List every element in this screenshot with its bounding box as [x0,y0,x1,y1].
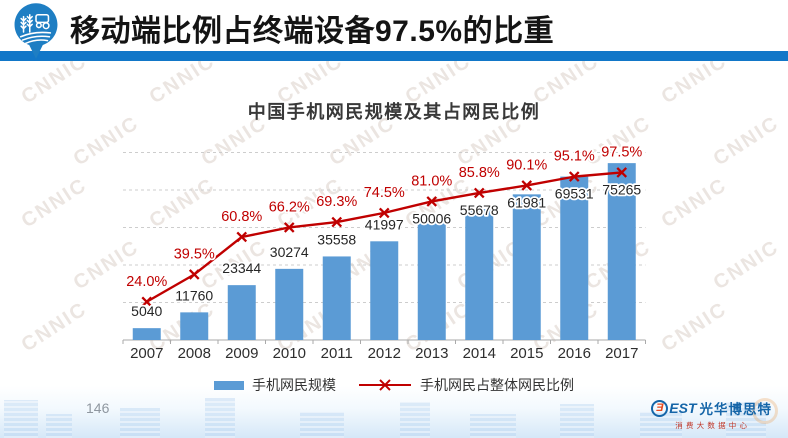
x-axis-label: 2017 [605,345,638,362]
bar-value-label: 35558 [317,231,356,247]
bar-value-label: 55678 [460,202,499,218]
bar-2012 [370,241,399,340]
building-shape [400,402,430,438]
line-x-marker-icon [331,216,343,228]
bar-2013 [417,222,446,340]
line-x-marker-icon [426,196,438,207]
building-shape [560,404,594,438]
building-shape [46,414,72,438]
percent-label: 95.1% [554,149,595,165]
line-x-marker-icon [568,171,580,182]
bar-value-label: 69531 [555,186,594,202]
bar-series-label: 手机网民规模 [252,377,336,393]
building-shape [300,412,344,438]
percent-label: 81.0% [411,173,452,189]
percent-label: 60.8% [221,209,262,225]
percent-label: 69.3% [316,194,357,210]
bar-2007 [132,328,161,340]
x-axis-label: 2015 [510,345,543,362]
agriculture-pin-logo-icon [14,3,58,59]
line-x-marker-icon [141,296,153,308]
bar-2017 [607,163,636,340]
bar-series-swatch-icon [214,380,244,390]
bar-2016 [560,176,589,340]
percent-label: 66.2% [269,199,310,215]
brand-name: 光华博思特 [699,402,772,417]
percent-label: 90.1% [506,157,547,173]
percent-label: 74.5% [364,185,405,201]
page-title: 移动端比例占终端设备97.5%的比重 [70,15,555,48]
line-x-marker-icon [283,222,295,233]
building-shape [120,408,160,438]
percent-label: 85.8% [459,165,500,181]
line-series-label: 手机网民占整体网民比例 [420,377,574,393]
building-shape [470,414,516,438]
x-axis-label: 2011 [321,345,353,362]
brand-row: Ǝ EST 光华博思特 [651,398,772,418]
percent-label: 24.0% [126,274,167,290]
line-x-marker-icon [236,231,248,243]
bar-value-label: 50006 [412,210,451,226]
header-accent-bar [0,51,788,61]
chart-title: 中国手机网民规模及其占网民比例 [247,102,541,122]
bar-value-label: 61981 [507,194,546,210]
chart-legend: 手机网民规模 手机网民占整体网民比例 [0,375,788,395]
faint-ring-decoration [752,398,778,424]
line-x-marker-icon [188,269,200,280]
building-shape [4,400,38,438]
x-axis-label: 2009 [225,345,258,362]
x-axis-label: 2014 [463,345,496,362]
x-axis-label: 2010 [273,345,306,362]
line-x-marker-icon [616,167,628,178]
bar-2010 [275,268,304,340]
line-x-marker-icon [473,187,485,199]
brand-logo: Ǝ EST 光华博思特 消费大数据中心 [651,398,772,431]
x-axis-label: 2007 [130,345,163,362]
brand-subtitle: 消费大数据中心 [675,421,751,430]
bar-value-label: 30274 [270,244,309,260]
x-axis-label: 2016 [558,345,591,362]
bar-value-label: 11760 [175,287,213,303]
building-shape [205,398,235,438]
line-series-marker-icon [359,379,411,391]
brand-b-icon: Ǝ [651,399,669,417]
percent-label: 39.5% [174,246,215,262]
bar-value-label: 23344 [222,260,261,276]
x-axis-label: 2013 [415,345,448,362]
brand-est-text: EST [669,400,697,416]
page-number: 146 [86,400,110,416]
bar-value-label: 5040 [131,303,162,319]
x-axis-label: 2008 [178,345,211,362]
percent-label: 97.5% [601,144,642,160]
bar-2009 [227,285,256,340]
header [0,0,788,51]
bar-value-label: 41997 [365,216,404,232]
bar-2011 [322,256,351,340]
bar-2014 [465,209,494,340]
bar-2008 [180,312,209,340]
x-axis-label: 2012 [368,345,401,362]
bar-value-label: 75265 [602,181,641,197]
bar-2015 [512,194,541,340]
line-x-marker-icon [521,180,533,191]
line-x-marker-icon [378,207,390,219]
